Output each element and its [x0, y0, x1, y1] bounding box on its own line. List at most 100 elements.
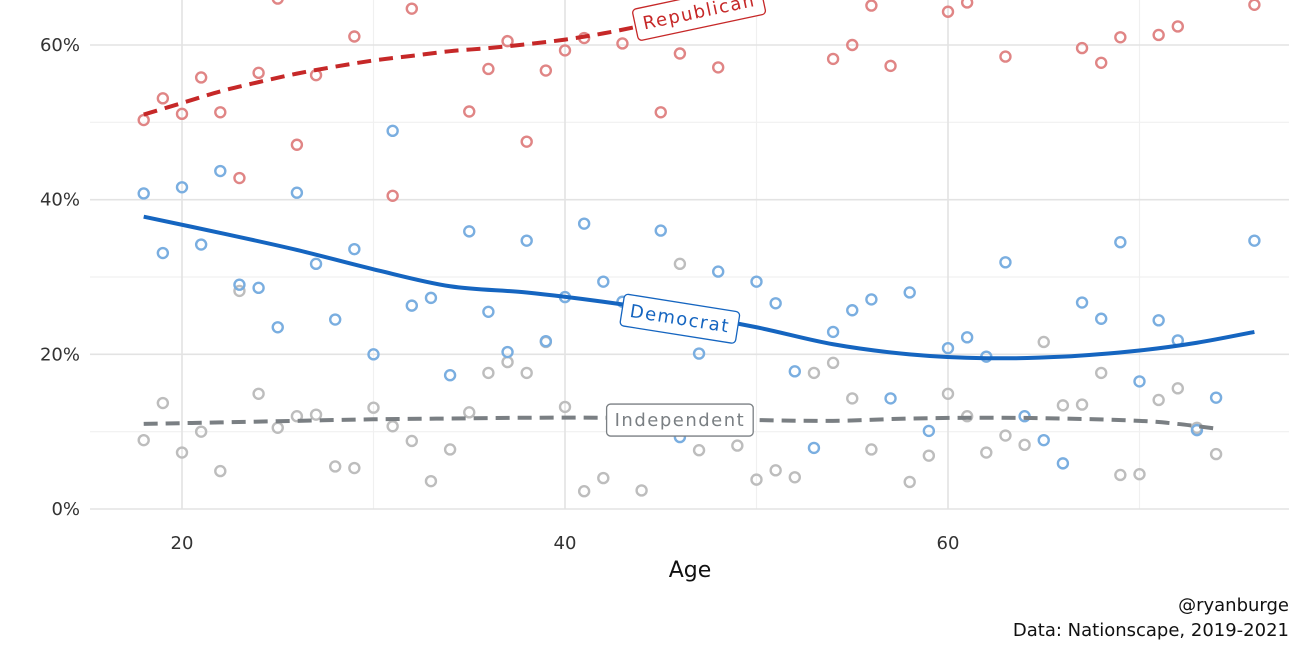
independent-point	[463, 406, 476, 419]
independent-point	[329, 460, 342, 473]
independent-point	[673, 257, 687, 271]
democrat-point	[405, 299, 418, 312]
independent-point	[807, 366, 821, 380]
independent-point	[999, 429, 1012, 442]
democrat-point	[271, 321, 284, 334]
democrat-point	[482, 305, 495, 318]
independent-point	[980, 446, 993, 459]
democrat-point	[577, 217, 591, 230]
independent-point	[577, 485, 591, 498]
independent-point	[290, 410, 304, 423]
republican-point	[482, 62, 495, 76]
democrat-point	[520, 234, 533, 247]
independent-point	[1075, 398, 1089, 411]
democrat-point	[463, 225, 476, 238]
republican-point	[520, 135, 533, 148]
democrat-point	[769, 297, 782, 310]
democrat-point	[692, 347, 706, 360]
democrat-point	[999, 256, 1012, 269]
democrat-point	[443, 369, 457, 382]
democrat-point	[788, 365, 801, 378]
independent-point	[405, 434, 418, 448]
democrat-point	[1094, 312, 1108, 325]
independent-point	[597, 471, 610, 485]
independent-point	[865, 443, 878, 456]
democrat-point	[1037, 433, 1050, 447]
independent-point	[424, 474, 438, 488]
independent-point	[1133, 468, 1146, 481]
independent-point	[233, 284, 246, 298]
democrat-point	[156, 246, 170, 260]
democrat-point	[846, 304, 859, 317]
republican-point	[252, 66, 265, 80]
democrat-point	[367, 348, 380, 361]
democrat-point	[1075, 296, 1089, 309]
republican-point	[558, 44, 572, 57]
democrat-point	[1209, 391, 1223, 404]
independent-point	[482, 366, 495, 380]
x-axis-title: Age	[669, 558, 712, 583]
democrat-point	[1056, 457, 1070, 470]
independent-point	[750, 473, 763, 486]
independent-point	[635, 484, 648, 497]
democrat-point	[826, 325, 840, 339]
republican-point	[1114, 31, 1127, 44]
y-tick-label: 0%	[51, 499, 80, 520]
democrat-point	[903, 286, 916, 299]
democrat-point	[290, 186, 304, 199]
democrat-point	[1190, 423, 1204, 437]
independent-point	[692, 444, 706, 457]
caption-handle: @ryanburge	[1178, 595, 1289, 616]
democrat-point	[194, 238, 208, 251]
republican-point	[463, 105, 476, 118]
democrat-point	[214, 164, 227, 178]
independent-point	[1152, 393, 1165, 407]
x-tick-label: 60	[937, 533, 960, 554]
democrat-point	[329, 313, 342, 326]
x-tick-label: 40	[554, 533, 577, 554]
republican-label-box	[632, 0, 767, 41]
independent-point	[367, 401, 380, 414]
independent-point	[1114, 468, 1127, 482]
independent-point	[941, 387, 955, 400]
y-tick-label: 40%	[40, 190, 80, 211]
democrat-point	[1114, 235, 1127, 249]
republican-point	[501, 34, 514, 48]
democrat-point	[501, 345, 514, 359]
democrat-point	[884, 392, 897, 405]
republican-point	[290, 138, 304, 151]
republican-point	[1152, 28, 1165, 42]
democrat-point	[233, 278, 246, 291]
independent-point	[558, 400, 572, 414]
republican-point	[1171, 20, 1185, 33]
democrat-point	[175, 181, 189, 194]
democrat-point	[252, 281, 265, 295]
republican-point	[386, 189, 399, 203]
democrat-point	[348, 242, 361, 256]
republican-point	[884, 59, 897, 73]
independent-point	[443, 443, 457, 456]
republican-point	[156, 92, 170, 105]
independent-point	[386, 420, 399, 433]
independent-trend-line	[143, 415, 1217, 431]
independent-point	[309, 408, 323, 421]
republican-point	[616, 37, 629, 50]
independent-point	[846, 392, 859, 405]
data-points	[137, 0, 1261, 498]
independent-point	[1037, 335, 1050, 349]
democrat-point	[539, 334, 553, 348]
democrat-line-label: Democrat	[619, 293, 741, 344]
independent-label-text: Independent	[615, 410, 746, 431]
republican-point	[1094, 56, 1108, 69]
independent-point	[826, 356, 840, 370]
independent-point	[175, 446, 189, 459]
republican-point	[271, 0, 284, 5]
independent-point	[1209, 447, 1223, 461]
democrat-point	[137, 187, 150, 200]
independent-point	[1018, 438, 1031, 452]
republican-point	[826, 52, 840, 66]
democrat-point	[750, 275, 763, 288]
independent-point	[1094, 366, 1108, 380]
democrat-point	[597, 275, 610, 288]
independent-point	[731, 439, 744, 452]
